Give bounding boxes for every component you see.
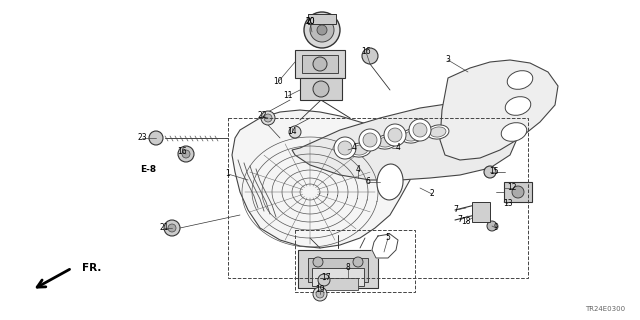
Text: 5: 5 — [385, 234, 390, 243]
Text: 11: 11 — [284, 92, 292, 100]
Text: 14: 14 — [287, 127, 297, 137]
Text: 15: 15 — [489, 167, 499, 177]
Text: 19: 19 — [315, 285, 325, 294]
Text: 8: 8 — [346, 263, 350, 273]
Circle shape — [313, 257, 323, 267]
Text: 4: 4 — [356, 165, 360, 174]
Ellipse shape — [378, 137, 394, 147]
Ellipse shape — [508, 71, 532, 89]
Circle shape — [168, 224, 176, 232]
Circle shape — [313, 287, 327, 301]
Polygon shape — [372, 234, 398, 258]
Text: 10: 10 — [273, 77, 283, 86]
Text: 17: 17 — [321, 274, 331, 283]
Ellipse shape — [377, 164, 403, 200]
Circle shape — [264, 114, 272, 122]
Circle shape — [313, 81, 329, 97]
Text: 12: 12 — [508, 183, 516, 193]
Text: 13: 13 — [503, 199, 513, 209]
Bar — [300, 78, 342, 100]
Bar — [472, 202, 490, 222]
Text: 16: 16 — [361, 47, 371, 57]
Text: FR.: FR. — [82, 263, 101, 273]
Bar — [312, 268, 364, 286]
Ellipse shape — [352, 145, 368, 155]
Polygon shape — [440, 60, 558, 160]
Circle shape — [484, 166, 496, 178]
Text: 16: 16 — [177, 148, 187, 156]
Text: 20: 20 — [305, 18, 315, 27]
Circle shape — [310, 18, 334, 42]
Text: 3: 3 — [445, 55, 451, 65]
Text: 20: 20 — [305, 18, 315, 27]
Ellipse shape — [375, 135, 397, 149]
Ellipse shape — [505, 97, 531, 115]
Circle shape — [313, 57, 327, 71]
Circle shape — [363, 133, 377, 147]
Ellipse shape — [401, 129, 423, 143]
Circle shape — [487, 221, 497, 231]
Text: 4: 4 — [351, 143, 356, 153]
Circle shape — [334, 137, 356, 159]
Circle shape — [289, 126, 301, 138]
Circle shape — [178, 146, 194, 162]
Text: E-8: E-8 — [140, 165, 156, 174]
Circle shape — [384, 124, 406, 146]
Bar — [295, 50, 345, 78]
Text: TR24E0300: TR24E0300 — [585, 306, 625, 312]
Text: 7: 7 — [458, 215, 463, 225]
Text: 4: 4 — [396, 143, 401, 153]
Circle shape — [261, 111, 275, 125]
Bar — [318, 278, 358, 290]
Ellipse shape — [349, 143, 371, 157]
Circle shape — [362, 48, 378, 64]
Text: 6: 6 — [365, 178, 371, 187]
Circle shape — [149, 131, 163, 145]
Circle shape — [353, 257, 363, 267]
Circle shape — [317, 25, 327, 35]
Bar — [302, 55, 338, 73]
Polygon shape — [232, 110, 415, 248]
Circle shape — [316, 290, 324, 298]
Ellipse shape — [427, 125, 449, 139]
Bar — [504, 182, 532, 202]
Circle shape — [388, 128, 402, 142]
Text: 23: 23 — [137, 133, 147, 142]
Circle shape — [512, 186, 524, 198]
Bar — [308, 14, 336, 24]
Bar — [228, 118, 528, 278]
Bar — [295, 230, 415, 292]
Circle shape — [304, 12, 340, 48]
Circle shape — [164, 220, 180, 236]
Ellipse shape — [430, 127, 446, 137]
Text: 1: 1 — [226, 170, 230, 179]
Bar — [308, 258, 368, 282]
Ellipse shape — [404, 131, 420, 141]
Text: 2: 2 — [429, 189, 435, 198]
Text: 22: 22 — [257, 111, 267, 121]
Circle shape — [359, 129, 381, 151]
Bar — [298, 250, 378, 288]
Circle shape — [338, 141, 352, 155]
Ellipse shape — [501, 123, 527, 141]
Text: 18: 18 — [461, 218, 471, 227]
Polygon shape — [292, 102, 520, 180]
Text: 7: 7 — [454, 205, 458, 214]
Circle shape — [409, 119, 431, 141]
Text: 21: 21 — [159, 223, 169, 233]
Text: 9: 9 — [493, 223, 499, 233]
Circle shape — [182, 150, 190, 158]
Circle shape — [318, 274, 330, 286]
Circle shape — [413, 123, 427, 137]
